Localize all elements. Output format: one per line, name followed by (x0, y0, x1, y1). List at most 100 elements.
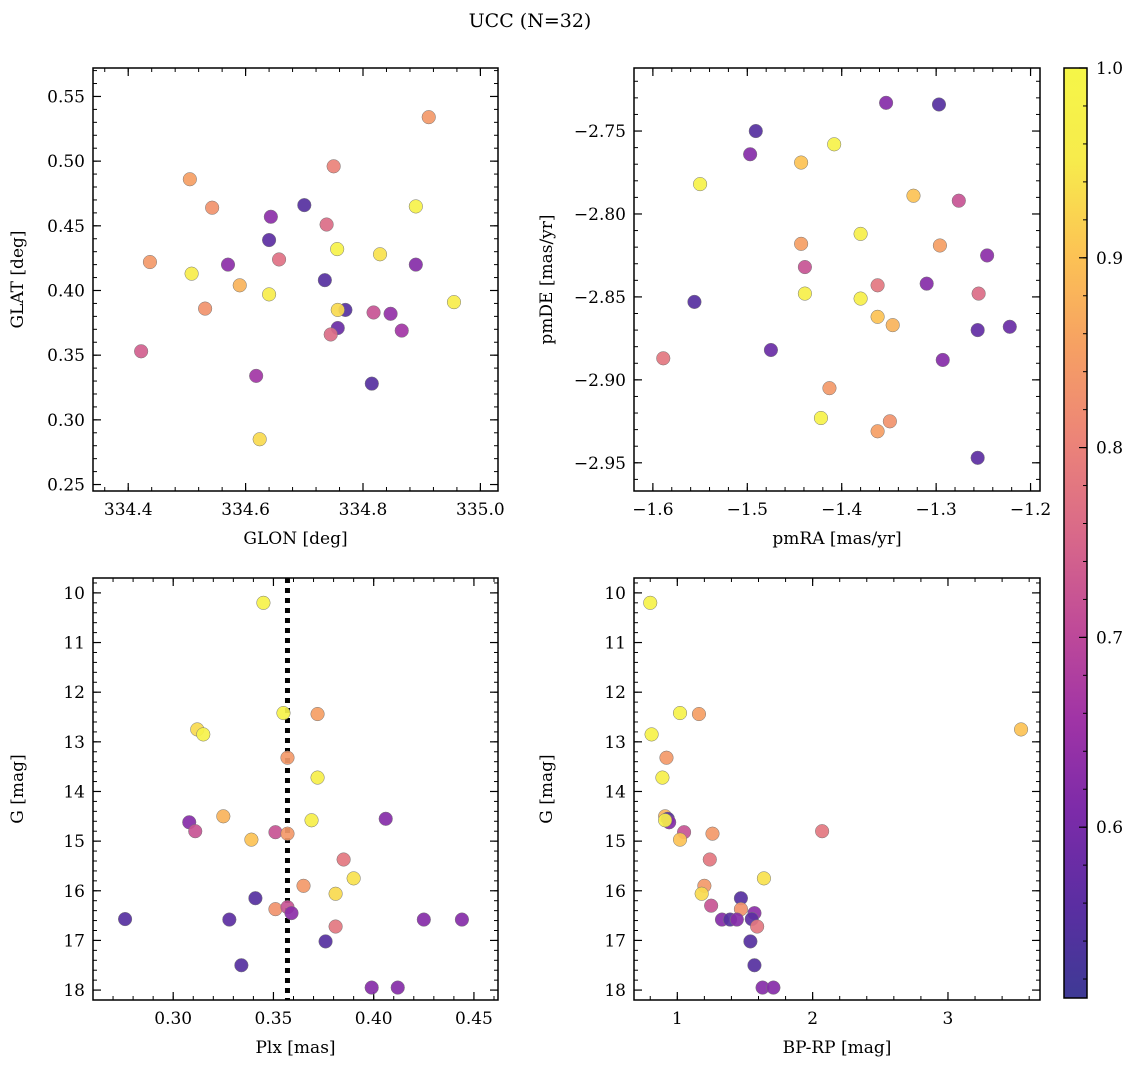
y-tick-label: 16 (63, 882, 85, 902)
scatter-points (656, 95, 1017, 465)
data-point (1002, 319, 1017, 334)
y-tick-label: −2.80 (574, 205, 626, 225)
x-tick-label: 3 (943, 1009, 954, 1029)
data-point (813, 410, 828, 426)
y-tick-label: 10 (604, 584, 626, 604)
scatter-points (118, 595, 469, 995)
data-point (644, 727, 659, 742)
minor-ticks (93, 68, 498, 491)
data-point (853, 291, 868, 306)
data-point (853, 226, 868, 241)
data-point (216, 809, 231, 824)
data-point (310, 706, 325, 722)
data-point (262, 232, 277, 248)
y-tick-label: 0.45 (47, 217, 85, 237)
x-tick-label: 334.6 (221, 500, 270, 520)
y-tick-label: 17 (604, 931, 626, 951)
data-point (756, 871, 771, 886)
data-point (1014, 722, 1029, 737)
data-point (694, 886, 709, 901)
data-point (244, 832, 259, 847)
colorbar-gradient (1064, 68, 1087, 998)
data-point (655, 770, 670, 785)
y-tick-label: 0.50 (47, 152, 85, 172)
data-point (747, 958, 762, 973)
x-axis-label: Plx [mas] (255, 1038, 335, 1058)
data-point (328, 919, 343, 934)
data-point (272, 252, 287, 267)
x-tick-label: −1.5 (727, 500, 768, 520)
y-tick-label: 13 (604, 733, 626, 753)
axes-frame (633, 67, 1041, 492)
data-point (366, 305, 381, 320)
y-tick-label: −2.75 (574, 122, 626, 142)
x-axis-label: pmRA [mas/yr] (772, 529, 901, 549)
data-point (280, 750, 295, 765)
data-point (323, 327, 338, 342)
data-point (822, 381, 837, 396)
y-tick-label: 0.35 (47, 346, 85, 366)
data-point (408, 257, 423, 272)
data-point (748, 123, 763, 139)
y-tick-label: 17 (63, 931, 85, 951)
data-point (951, 193, 966, 208)
y-tick-label: 11 (604, 634, 626, 654)
data-point (750, 919, 765, 934)
data-point (743, 147, 758, 162)
data-point (446, 295, 462, 310)
y-tick-label: −2.95 (574, 454, 626, 474)
data-point (319, 217, 334, 232)
x-axis-label: BP-RP [mag] (783, 1038, 892, 1058)
x-tick-label: −1.6 (632, 500, 673, 520)
data-point (935, 352, 950, 368)
y-axis-label: GLAT [deg] (8, 230, 28, 328)
data-point (932, 238, 947, 253)
x-tick-label: 334.8 (339, 500, 388, 520)
data-point (763, 342, 778, 358)
x-tick-label: 0.35 (255, 1009, 293, 1029)
x-tick-label: 334.4 (104, 500, 153, 520)
data-point (383, 306, 398, 321)
minor-ticks (633, 68, 1040, 491)
data-point (729, 912, 744, 927)
data-point (705, 826, 720, 841)
axes-frame (92, 577, 499, 1001)
x-tick-label: −1.2 (1010, 500, 1051, 520)
x-tick-label: 335.0 (456, 500, 505, 520)
data-point (659, 750, 674, 765)
y-axis-label: G [mag] (537, 754, 557, 823)
y-tick-label: 18 (63, 981, 85, 1001)
data-point (870, 424, 885, 439)
y-tick-label: −2.90 (574, 371, 626, 391)
y-tick-label: 0.55 (47, 87, 85, 107)
x-tick-label: −1.3 (915, 500, 956, 520)
colorbar-tick-label: 0.9 (1096, 249, 1123, 269)
data-point (693, 177, 708, 192)
panels: 334.4 334.6 334.8 335.0 0.25 0.30 0.35 0.40 0.45… (8, 67, 1051, 1058)
data-point (885, 318, 900, 333)
data-point (262, 287, 277, 302)
colorbar-tick-label: 1.0 (1096, 59, 1123, 79)
data-point (971, 286, 986, 301)
data-point (702, 852, 717, 867)
data-point (794, 236, 809, 251)
y-tick-label: 15 (604, 832, 626, 852)
data-point (252, 432, 267, 447)
figure-title: UCC (N=32) (469, 10, 592, 32)
y-tick-label: 0.30 (47, 411, 85, 431)
colorbar: 0.6 0.7 0.8 0.9 1.0 (1063, 59, 1123, 999)
x-tick-label: 0.40 (355, 1009, 393, 1029)
data-point (870, 309, 885, 324)
y-tick-label: 12 (63, 683, 85, 703)
data-point (118, 912, 133, 927)
data-point (317, 273, 332, 288)
data-point (249, 368, 264, 383)
y-tick-label: 0.25 (47, 476, 85, 496)
data-point (256, 595, 271, 610)
data-point (421, 110, 436, 125)
data-point (797, 286, 812, 301)
y-axis-label: G [mag] (8, 754, 28, 823)
scatter-points (643, 595, 1029, 995)
data-point (328, 886, 343, 901)
